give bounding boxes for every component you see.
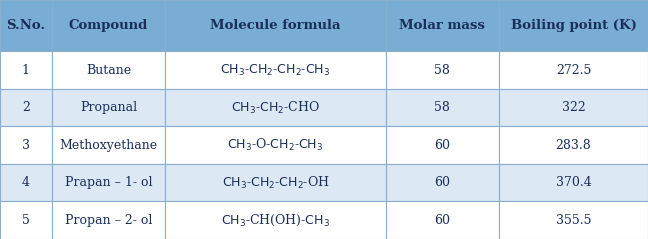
Text: 5: 5 xyxy=(22,214,30,227)
Text: 322: 322 xyxy=(562,101,585,114)
Text: 370.4: 370.4 xyxy=(555,176,592,189)
Text: 2: 2 xyxy=(22,101,30,114)
Text: Propanal: Propanal xyxy=(80,101,137,114)
Text: 60: 60 xyxy=(434,176,450,189)
Bar xyxy=(52,51,165,89)
Text: 3: 3 xyxy=(22,139,30,152)
Bar xyxy=(165,51,386,89)
Text: 4: 4 xyxy=(22,176,30,189)
Bar xyxy=(499,0,648,51)
Bar xyxy=(386,164,499,201)
Bar xyxy=(499,126,648,164)
Text: Compound: Compound xyxy=(69,19,148,32)
Text: 272.5: 272.5 xyxy=(556,64,591,77)
Bar xyxy=(0,89,52,126)
Bar xyxy=(386,89,499,126)
Text: $\mathrm{CH_3}$-$\mathrm{CH_2}$-$\mathrm{CH_2}$-OH: $\mathrm{CH_3}$-$\mathrm{CH_2}$-$\mathrm… xyxy=(222,175,329,191)
Text: $\mathrm{CH_3}$-$\mathrm{CH_2}$-CHO: $\mathrm{CH_3}$-$\mathrm{CH_2}$-CHO xyxy=(231,100,320,116)
Bar xyxy=(499,164,648,201)
Text: 58: 58 xyxy=(434,101,450,114)
Bar xyxy=(386,51,499,89)
Text: Methoxyethane: Methoxyethane xyxy=(60,139,157,152)
Text: $\mathrm{CH_3}$-O-$\mathrm{CH_2}$-$\mathrm{CH_3}$: $\mathrm{CH_3}$-O-$\mathrm{CH_2}$-$\math… xyxy=(227,137,323,153)
Text: Propan – 2- ol: Propan – 2- ol xyxy=(65,214,152,227)
Bar xyxy=(0,164,52,201)
Bar xyxy=(52,126,165,164)
Bar xyxy=(52,164,165,201)
Text: Molar mass: Molar mass xyxy=(399,19,485,32)
Text: Prapan – 1- ol: Prapan – 1- ol xyxy=(65,176,152,189)
Bar xyxy=(0,51,52,89)
Text: 60: 60 xyxy=(434,139,450,152)
Bar xyxy=(165,201,386,239)
Text: S.No.: S.No. xyxy=(6,19,45,32)
Bar xyxy=(0,201,52,239)
Bar xyxy=(0,0,52,51)
Text: Boiling point (K): Boiling point (K) xyxy=(511,19,636,32)
Bar xyxy=(386,126,499,164)
Text: $\mathrm{CH_3}$-CH(OH)-$\mathrm{CH_3}$: $\mathrm{CH_3}$-CH(OH)-$\mathrm{CH_3}$ xyxy=(221,213,330,228)
Text: 283.8: 283.8 xyxy=(555,139,592,152)
Text: 58: 58 xyxy=(434,64,450,77)
Text: 355.5: 355.5 xyxy=(556,214,591,227)
Bar xyxy=(499,201,648,239)
Text: Butane: Butane xyxy=(86,64,131,77)
Bar xyxy=(386,201,499,239)
Bar xyxy=(52,201,165,239)
Text: 60: 60 xyxy=(434,214,450,227)
Bar xyxy=(499,51,648,89)
Bar xyxy=(165,0,386,51)
Bar xyxy=(52,0,165,51)
Text: $\mathrm{CH_3}$-$\mathrm{CH_2}$-$\mathrm{CH_2}$-$\mathrm{CH_3}$: $\mathrm{CH_3}$-$\mathrm{CH_2}$-$\mathrm… xyxy=(220,63,330,78)
Bar xyxy=(499,89,648,126)
Bar xyxy=(52,89,165,126)
Bar xyxy=(0,126,52,164)
Bar xyxy=(165,126,386,164)
Bar xyxy=(165,164,386,201)
Text: Molecule formula: Molecule formula xyxy=(210,19,341,32)
Bar xyxy=(165,89,386,126)
Text: 1: 1 xyxy=(22,64,30,77)
Bar xyxy=(386,0,499,51)
